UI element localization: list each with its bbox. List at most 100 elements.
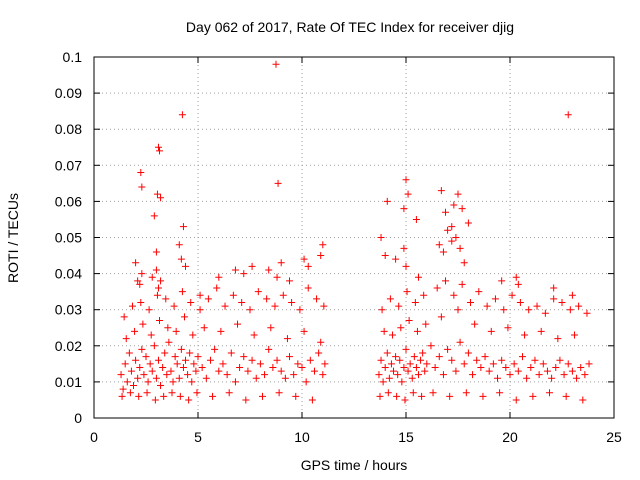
data-point (381, 252, 389, 260)
data-point (504, 324, 512, 332)
data-point (188, 378, 196, 386)
data-point (498, 277, 506, 285)
data-point (558, 298, 566, 306)
data-point (473, 356, 481, 364)
data-point (512, 396, 520, 404)
data-point (189, 331, 197, 339)
data-point (414, 371, 422, 379)
data-point (448, 223, 456, 231)
data-point (456, 244, 464, 252)
data-point (267, 324, 275, 332)
data-point (269, 363, 277, 371)
data-point (439, 248, 447, 256)
data-point (215, 273, 223, 281)
data-point (543, 367, 551, 375)
data-point (541, 309, 549, 317)
data-point (162, 295, 170, 303)
data-point (491, 295, 499, 303)
data-point (321, 360, 329, 368)
data-point (395, 302, 403, 310)
data-point (172, 327, 180, 335)
data-point (187, 298, 195, 306)
data-point (169, 378, 177, 386)
data-point (450, 201, 458, 209)
data-point (315, 349, 323, 357)
data-point (400, 363, 408, 371)
data-point (283, 335, 291, 343)
data-point (401, 396, 409, 404)
data-points (117, 60, 593, 404)
data-point (319, 371, 327, 379)
data-point (502, 363, 510, 371)
data-point (386, 295, 394, 303)
data-point (514, 280, 522, 288)
data-point (157, 382, 165, 390)
data-point (442, 277, 450, 285)
data-point (179, 363, 187, 371)
data-point (178, 111, 186, 119)
data-point (512, 273, 520, 281)
data-point (277, 367, 285, 375)
data-point (132, 259, 140, 267)
data-point (489, 360, 497, 368)
data-point (120, 313, 128, 321)
data-point (213, 284, 221, 292)
data-point (525, 306, 533, 314)
data-point (300, 255, 308, 263)
data-point (387, 360, 395, 368)
data-point (121, 360, 129, 368)
data-point (397, 324, 405, 332)
data-point (431, 363, 439, 371)
data-point (550, 295, 558, 303)
data-point (152, 374, 160, 382)
data-point (394, 371, 402, 379)
data-point (182, 262, 190, 270)
data-point (156, 147, 164, 155)
data-point (157, 194, 165, 202)
data-point (423, 360, 431, 368)
data-point (302, 378, 310, 386)
data-point (564, 360, 572, 368)
data-point (246, 306, 254, 314)
y-tick-label: 0.04 (55, 266, 82, 282)
y-tick-label: 0.07 (55, 157, 82, 173)
data-point (168, 389, 176, 397)
data-point (290, 371, 298, 379)
data-point (418, 392, 426, 400)
data-point (196, 291, 204, 299)
data-point (161, 349, 169, 357)
data-point (273, 273, 281, 281)
data-point (475, 288, 483, 296)
data-point (458, 280, 466, 288)
data-point (487, 327, 495, 335)
y-tick-label: 0.09 (55, 85, 82, 101)
data-point (393, 392, 401, 400)
data-point (412, 363, 420, 371)
data-point (275, 389, 283, 397)
data-point (466, 298, 474, 306)
data-point (140, 371, 148, 379)
data-point (535, 371, 543, 379)
y-tick-label: 0 (74, 410, 82, 426)
data-point (442, 208, 450, 216)
data-point (274, 179, 282, 187)
data-point (240, 270, 248, 278)
data-point (219, 360, 227, 368)
data-point (272, 60, 280, 68)
data-point (118, 392, 126, 400)
data-point (263, 295, 271, 303)
data-point (142, 353, 150, 361)
chart-title: Day 062 of 2017, Rate Of TEC Index for r… (186, 19, 514, 35)
data-point (244, 367, 252, 375)
data-point (154, 284, 162, 292)
data-point (566, 306, 574, 314)
data-point (469, 371, 477, 379)
data-point (135, 392, 143, 400)
data-point (134, 374, 142, 382)
data-point (383, 349, 391, 357)
data-point (421, 367, 429, 375)
data-point (529, 392, 537, 400)
data-point (119, 385, 127, 393)
data-point (138, 345, 146, 353)
data-point (231, 266, 239, 274)
